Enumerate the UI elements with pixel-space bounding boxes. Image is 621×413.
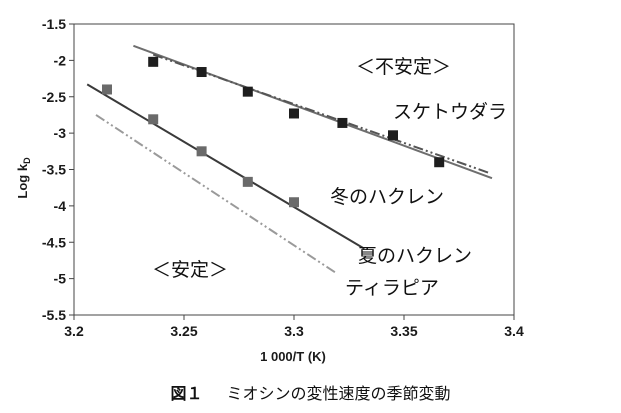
figure-caption: 図１ ミオシンの変性速度の季節変動: [0, 380, 621, 404]
x-tick-label: 3.3: [284, 323, 304, 339]
y-tick-label: -3.5: [42, 162, 66, 178]
annotation-unstable: ＜不安定＞: [356, 56, 451, 78]
y-tick-label: -4.5: [42, 234, 66, 250]
figure-caption-text: ミオシンの変性速度の季節変動: [226, 384, 451, 403]
x-tick-label: 3.25: [170, 323, 197, 339]
y-tick-label: -3: [54, 125, 67, 141]
y-axis-title: Log kD: [15, 157, 32, 199]
chart: 3.2 3.25 3.3 3.35 3.4 -1.5 -2 -2.5 -3 -3.5 -4 -4.5 -…: [15, 16, 524, 364]
marker-hakuren-winter: [196, 146, 207, 157]
marker-hakuren-winter: [148, 114, 159, 125]
series-label-hakuren-winter: 冬のハクレン: [330, 186, 444, 208]
axis-ticks: 3.2 3.25 3.3 3.35 3.4 -1.5 -2 -2.5 -3 -3.5 -4 -4.5 -…: [42, 16, 524, 339]
x-tick-label: 3.2: [64, 323, 84, 339]
fit-line-tilapia: [95, 114, 337, 274]
x-tick-label: 3.4: [504, 323, 524, 339]
fit-line-hakuren-winter: [86, 83, 365, 250]
marker-pollock: [289, 108, 299, 119]
marker-pollock: [388, 130, 398, 141]
annotation-stable: ＜安定＞: [152, 259, 228, 281]
series-label-tilapia: ティラピア: [345, 277, 439, 299]
series-label-hakuren-summer: 夏のハクレン: [358, 245, 472, 267]
marker-pollock: [148, 56, 159, 67]
x-axis-title: 1 000/T (K): [260, 349, 326, 364]
data-markers: [102, 56, 445, 208]
marker-hakuren-winter: [242, 176, 253, 187]
y-tick-label: -4: [54, 198, 67, 214]
y-tick-label: -1.5: [42, 16, 66, 32]
y-tick-label: -5.5: [42, 307, 66, 323]
marker-hakuren-winter: [289, 197, 299, 208]
marker-pollock: [434, 157, 445, 168]
series-label-pollock: スケトウダラ: [393, 101, 507, 123]
fit-lines: [86, 44, 493, 274]
x-tick-label: 3.35: [390, 323, 417, 339]
figure-number: 図１: [170, 384, 203, 403]
fit-line-pollock-reference: [152, 53, 491, 175]
y-tick-label: -2: [54, 52, 67, 68]
marker-pollock: [337, 117, 348, 128]
y-tick-label: -2.5: [42, 89, 66, 105]
marker-hakuren-winter: [102, 84, 112, 95]
marker-pollock: [242, 86, 253, 97]
y-tick-label: -5: [54, 271, 67, 287]
marker-pollock: [196, 67, 207, 78]
